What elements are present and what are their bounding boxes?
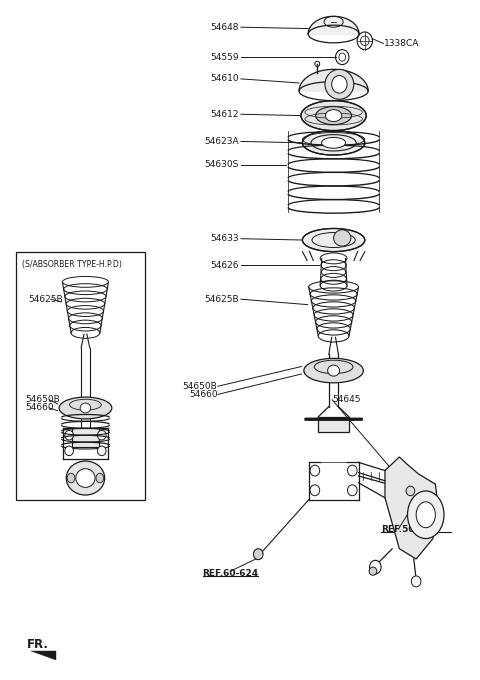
Text: 54625B: 54625B [204,294,239,304]
Polygon shape [31,651,56,660]
Bar [16,252,145,500]
Text: 54650B: 54650B [183,381,217,391]
Ellipse shape [97,430,106,440]
Text: 54650B: 54650B [25,395,60,405]
Ellipse shape [96,473,104,483]
Ellipse shape [302,228,365,252]
Ellipse shape [310,465,320,476]
Ellipse shape [325,69,354,99]
Ellipse shape [332,75,347,93]
Bar [318,417,349,432]
Ellipse shape [316,107,351,124]
Text: FR.: FR. [26,638,48,651]
Ellipse shape [406,486,415,496]
Text: 54559: 54559 [210,52,239,62]
Ellipse shape [65,430,73,440]
Ellipse shape [370,560,381,574]
Text: 54633: 54633 [210,234,239,243]
Text: 1338CA: 1338CA [384,39,420,48]
Ellipse shape [76,469,95,488]
Text: 54630S: 54630S [204,160,239,169]
Ellipse shape [328,365,339,376]
Ellipse shape [80,403,91,413]
Polygon shape [299,69,368,91]
Ellipse shape [322,137,346,148]
Text: 54623A: 54623A [204,137,239,146]
Ellipse shape [253,549,263,560]
Text: 54645: 54645 [333,395,361,405]
Ellipse shape [408,491,444,539]
Text: 54610: 54610 [210,74,239,84]
Text: 54612: 54612 [210,109,239,119]
Ellipse shape [310,485,320,496]
Text: 54648: 54648 [210,22,239,32]
Ellipse shape [416,502,435,528]
Ellipse shape [59,397,112,419]
Text: 54625B: 54625B [28,294,62,304]
Ellipse shape [348,485,357,496]
Text: (S/ABSORBER TYPE-H.P.D): (S/ABSORBER TYPE-H.P.D) [22,260,121,269]
Text: 54660: 54660 [25,403,54,413]
Ellipse shape [301,101,366,131]
Ellipse shape [67,473,75,483]
Ellipse shape [66,461,105,495]
Bar [72,428,99,447]
Ellipse shape [411,576,421,587]
Ellipse shape [302,131,365,155]
Ellipse shape [369,567,377,575]
Ellipse shape [348,465,357,476]
Ellipse shape [325,109,342,122]
Text: REF.50-517: REF.50-517 [382,524,438,534]
Ellipse shape [334,230,351,246]
Text: REF.60-624: REF.60-624 [203,568,258,578]
Ellipse shape [304,358,363,383]
Polygon shape [385,457,438,559]
Text: 54626: 54626 [210,260,239,270]
Ellipse shape [97,446,106,456]
Text: 54660: 54660 [189,390,217,399]
Ellipse shape [65,446,73,456]
